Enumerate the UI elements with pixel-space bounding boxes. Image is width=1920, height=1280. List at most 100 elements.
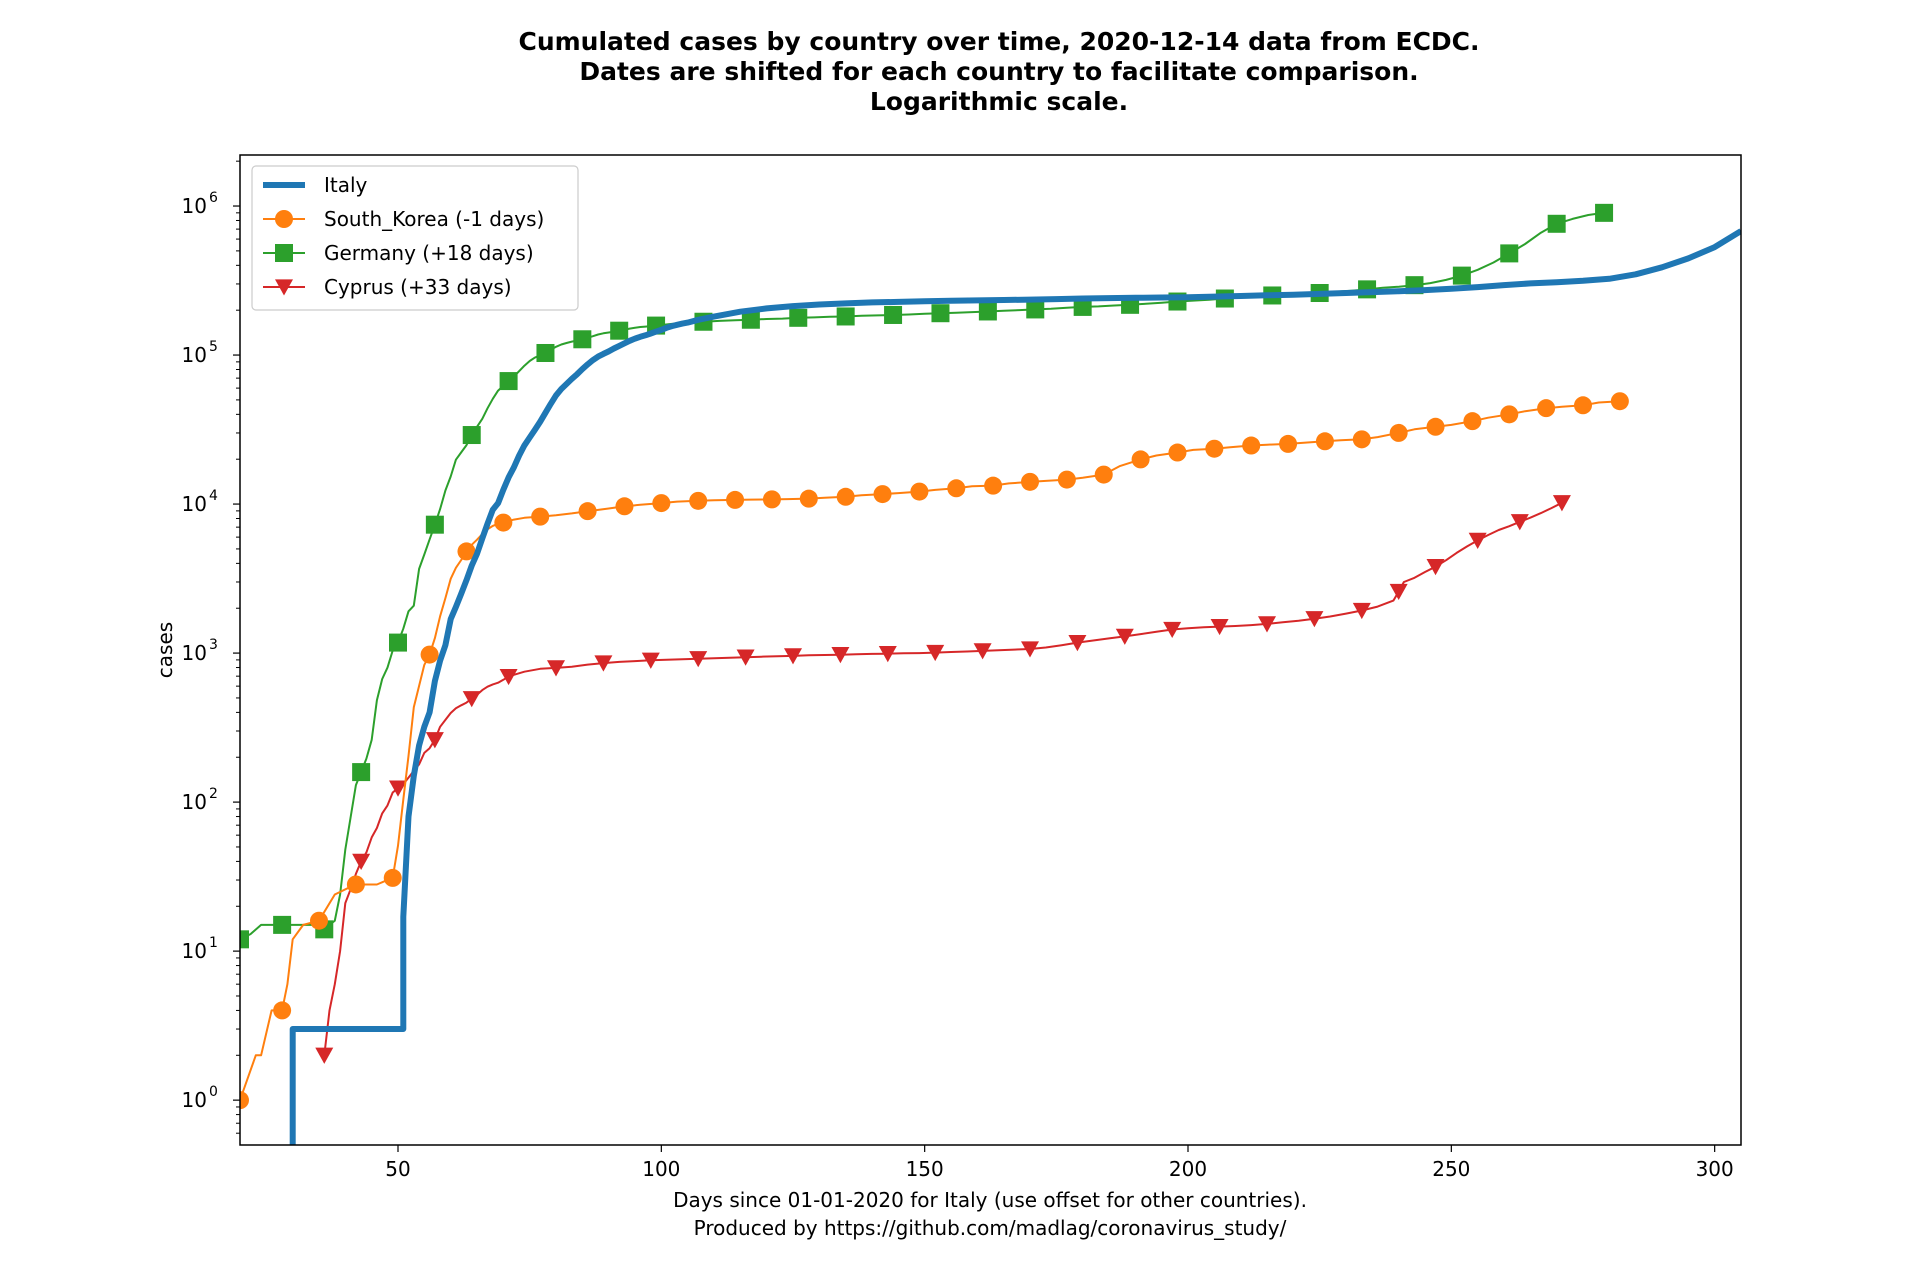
data-point xyxy=(240,1091,249,1110)
legend-marker xyxy=(275,279,293,296)
x-axis-ticks: 50 100 150 200 250 300 xyxy=(385,1145,1734,1181)
data-point xyxy=(973,643,992,660)
y-tick-label: 10 xyxy=(182,939,207,963)
data-point xyxy=(1068,634,1087,652)
x-tick-label: 300 xyxy=(1696,1157,1734,1181)
data-point xyxy=(1352,602,1371,620)
data-point xyxy=(1426,559,1445,576)
data-point xyxy=(1073,297,1092,316)
data-point xyxy=(352,763,371,782)
data-point xyxy=(273,915,292,934)
data-point xyxy=(836,307,855,326)
data-point xyxy=(1021,472,1039,491)
data-point xyxy=(273,1001,292,1020)
chart-title-line-2: Dates are shifted for each country to fa… xyxy=(579,57,1418,86)
legend-marker xyxy=(275,244,293,262)
data-point xyxy=(536,343,555,362)
legend-entry: Germany (+18 days) xyxy=(263,241,534,265)
legend-label: Cyprus (+33 days) xyxy=(324,275,512,299)
y-tick-label: 10 xyxy=(182,194,207,218)
y-tick-exponent: 4 xyxy=(209,488,218,504)
legend-label: Italy xyxy=(324,173,368,197)
data-point xyxy=(1547,214,1566,233)
legend-box xyxy=(251,165,579,311)
data-point xyxy=(831,647,850,664)
y-tick-exponent: 0 xyxy=(209,1084,218,1100)
data-point xyxy=(1537,399,1556,418)
legend-entry: Italy xyxy=(263,173,368,197)
data-point xyxy=(1026,300,1045,319)
data-point xyxy=(878,646,897,663)
data-point xyxy=(1210,618,1229,636)
data-point xyxy=(1500,244,1519,263)
y-tick-label: 10 xyxy=(182,343,207,367)
data-point xyxy=(389,633,407,652)
data-point xyxy=(789,308,808,327)
data-point xyxy=(1452,266,1471,285)
y-axis-label: cases xyxy=(153,622,177,678)
data-point xyxy=(346,875,365,894)
y-tick-label: 10 xyxy=(182,1088,207,1112)
x-tick-label: 150 xyxy=(906,1157,944,1181)
data-point xyxy=(1389,423,1408,442)
data-point xyxy=(689,491,708,510)
data-point xyxy=(425,732,444,749)
data-point xyxy=(1057,470,1076,489)
series-line xyxy=(240,400,1620,1101)
legend: Italy South_Korea (-1 days) Germany (+18 d… xyxy=(251,165,579,311)
data-point xyxy=(1205,439,1224,458)
y-tick-exponent: 5 xyxy=(209,339,218,355)
data-point xyxy=(762,490,781,509)
data-point xyxy=(1168,443,1187,462)
data-point xyxy=(389,780,407,797)
data-point xyxy=(784,648,802,665)
data-point xyxy=(457,542,476,561)
data-point xyxy=(1352,430,1371,449)
data-point xyxy=(1610,392,1629,411)
y-tick-exponent: 3 xyxy=(209,637,218,653)
data-point xyxy=(1242,436,1261,455)
data-point xyxy=(547,660,565,677)
data-point xyxy=(1163,621,1182,639)
data-point xyxy=(873,485,892,504)
data-point xyxy=(1115,628,1134,645)
data-point xyxy=(984,476,1003,495)
series-layer xyxy=(240,203,1741,1145)
chart-title-line-1: Cumulated cases by country over time, 20… xyxy=(518,27,1479,56)
data-point xyxy=(383,868,402,887)
chart-title-line-3: Logarithmic scale. xyxy=(870,87,1128,116)
series-south-korea xyxy=(240,392,1629,1110)
data-point xyxy=(910,482,929,501)
series-italy xyxy=(289,228,1741,1145)
data-point xyxy=(494,513,513,532)
data-point xyxy=(799,489,818,508)
data-point xyxy=(499,372,518,391)
x-tick-label: 250 xyxy=(1432,1157,1470,1181)
data-point xyxy=(1315,432,1334,451)
data-point xyxy=(741,310,760,329)
data-point xyxy=(1510,514,1529,531)
x-tick-label: 200 xyxy=(1169,1157,1207,1181)
data-point xyxy=(315,1047,334,1064)
data-point xyxy=(610,321,629,340)
series-cyprus xyxy=(315,495,1571,1064)
data-point xyxy=(462,691,481,708)
chart-title: Cumulated cases by country over time, 20… xyxy=(518,27,1479,116)
data-point xyxy=(947,479,966,498)
data-point xyxy=(836,487,855,506)
y-tick-label: 10 xyxy=(182,641,207,665)
series-germany xyxy=(240,203,1614,949)
data-point xyxy=(573,330,592,349)
data-point xyxy=(1389,583,1408,601)
data-point xyxy=(420,645,439,664)
y-tick-exponent: 1 xyxy=(209,935,218,951)
data-point xyxy=(1094,465,1113,484)
data-point xyxy=(310,911,328,930)
y-tick-label: 10 xyxy=(182,492,207,516)
data-point xyxy=(978,302,997,321)
data-point xyxy=(1426,417,1445,436)
data-point xyxy=(736,649,755,666)
data-point xyxy=(578,502,597,521)
data-point xyxy=(615,497,634,516)
